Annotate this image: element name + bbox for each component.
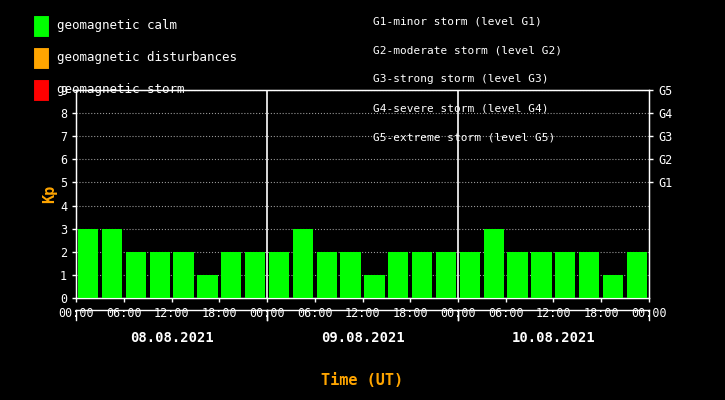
Bar: [149, 252, 170, 298]
Bar: [484, 229, 504, 298]
Bar: [78, 229, 98, 298]
Text: 10.08.2021: 10.08.2021: [512, 331, 595, 345]
Bar: [317, 252, 337, 298]
Bar: [436, 252, 456, 298]
Bar: [364, 275, 384, 298]
Bar: [579, 252, 600, 298]
Bar: [341, 252, 361, 298]
Text: G2-moderate storm (level G2): G2-moderate storm (level G2): [373, 45, 563, 55]
Bar: [627, 252, 647, 298]
Text: geomagnetic storm: geomagnetic storm: [57, 84, 185, 96]
Bar: [531, 252, 552, 298]
Bar: [603, 275, 624, 298]
Bar: [197, 275, 218, 298]
Text: G3-strong storm (level G3): G3-strong storm (level G3): [373, 74, 549, 84]
Bar: [460, 252, 480, 298]
Bar: [269, 252, 289, 298]
Bar: [102, 229, 122, 298]
Bar: [245, 252, 265, 298]
Text: 08.08.2021: 08.08.2021: [130, 331, 213, 345]
Bar: [412, 252, 432, 298]
Text: geomagnetic calm: geomagnetic calm: [57, 20, 178, 32]
Bar: [221, 252, 241, 298]
Bar: [507, 252, 528, 298]
Bar: [293, 229, 313, 298]
Bar: [173, 252, 194, 298]
Text: G5-extreme storm (level G5): G5-extreme storm (level G5): [373, 133, 555, 143]
Bar: [555, 252, 576, 298]
Text: Time (UT): Time (UT): [321, 373, 404, 388]
Text: geomagnetic disturbances: geomagnetic disturbances: [57, 52, 237, 64]
Y-axis label: Kp: Kp: [42, 185, 57, 203]
Bar: [125, 252, 146, 298]
Text: 09.08.2021: 09.08.2021: [320, 331, 405, 345]
Text: G1-minor storm (level G1): G1-minor storm (level G1): [373, 16, 542, 26]
Bar: [388, 252, 408, 298]
Text: G4-severe storm (level G4): G4-severe storm (level G4): [373, 104, 549, 114]
